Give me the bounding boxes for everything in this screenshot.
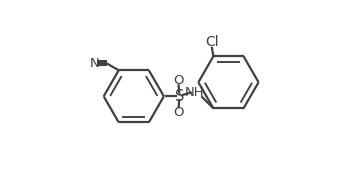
Text: NH: NH [185,85,205,99]
Text: O: O [173,106,184,119]
Text: O: O [173,74,184,87]
Text: Cl: Cl [205,35,218,50]
Text: N: N [89,57,99,70]
Text: S: S [175,89,184,104]
